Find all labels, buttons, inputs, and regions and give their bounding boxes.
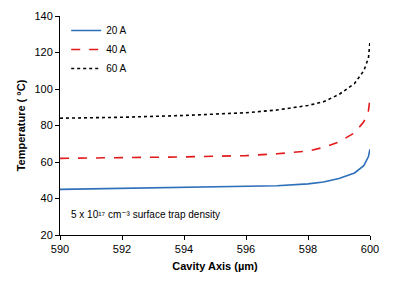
- svg-text:598: 598: [299, 243, 317, 255]
- svg-text:590: 590: [51, 243, 69, 255]
- svg-text:5 x 10¹⁷ cm⁻³ surface trap den: 5 x 10¹⁷ cm⁻³ surface trap density: [71, 209, 220, 220]
- svg-text:20: 20: [41, 229, 53, 241]
- svg-text:594: 594: [175, 243, 193, 255]
- svg-text:20 A: 20 A: [106, 25, 126, 36]
- svg-text:40 A: 40 A: [106, 44, 126, 55]
- svg-text:100: 100: [34, 83, 52, 95]
- svg-text:600: 600: [361, 243, 379, 255]
- svg-text:Cavity Axis (µm): Cavity Axis (µm): [172, 260, 258, 272]
- svg-text:120: 120: [34, 46, 52, 58]
- svg-text:80: 80: [41, 119, 53, 131]
- svg-text:592: 592: [113, 243, 131, 255]
- svg-text:596: 596: [237, 243, 255, 255]
- svg-text:60 A: 60 A: [106, 63, 126, 74]
- svg-text:60: 60: [41, 156, 53, 168]
- svg-text:140: 140: [34, 10, 52, 22]
- svg-text:Temperature ( °C): Temperature ( °C): [15, 79, 27, 171]
- svg-text:40: 40: [41, 192, 53, 204]
